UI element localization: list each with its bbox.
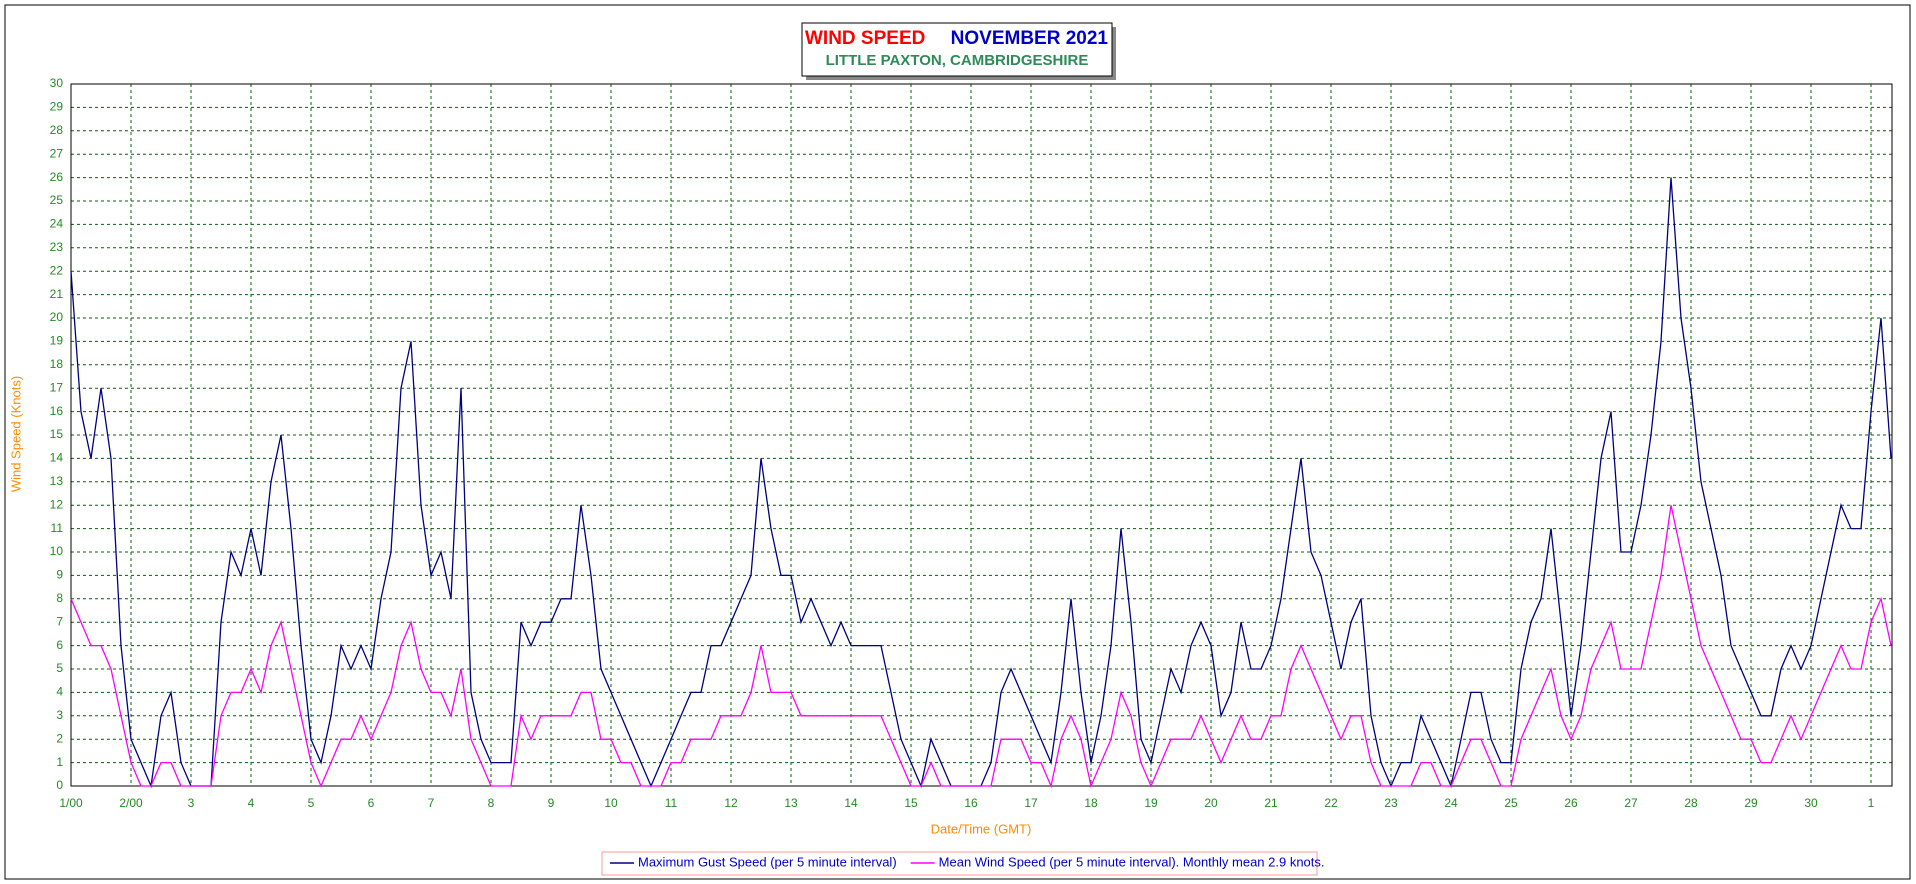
x-tick-label: 9 xyxy=(548,796,555,810)
y-tick-label: 14 xyxy=(50,451,64,465)
y-tick-label: 2 xyxy=(56,731,63,745)
x-tick-label: 24 xyxy=(1444,796,1458,810)
x-tick-label: 18 xyxy=(1084,796,1098,810)
title-box xyxy=(801,22,1113,77)
y-tick-label: 30 xyxy=(50,76,64,90)
x-tick-label: 23 xyxy=(1384,796,1398,810)
y-tick-label: 12 xyxy=(50,497,64,511)
chart-title-month: NOVEMBER 2021 xyxy=(951,28,1109,49)
x-tick-label: 17 xyxy=(1024,796,1038,810)
chart-subtitle: LITTLE PAXTON, CAMBRIDGESHIRE xyxy=(826,52,1089,69)
x-tick-label: 21 xyxy=(1264,796,1278,810)
y-tick-label: 18 xyxy=(50,357,64,371)
y-tick-label: 24 xyxy=(50,217,64,231)
y-tick-label: 5 xyxy=(56,661,63,675)
x-tick-label: 6 xyxy=(368,796,375,810)
x-tick-label: 7 xyxy=(428,796,435,810)
y-tick-label: 25 xyxy=(50,193,64,207)
x-axis-label: Date/Time (GMT) xyxy=(931,821,1032,836)
x-tick-label: 13 xyxy=(784,796,798,810)
x-tick-label: 27 xyxy=(1624,796,1638,810)
legend-label: Maximum Gust Speed (per 5 minute interva… xyxy=(638,854,897,869)
x-tick-label: 5 xyxy=(308,796,315,810)
y-tick-label: 29 xyxy=(50,100,64,114)
x-tick-label: 20 xyxy=(1204,796,1218,810)
x-tick-label: 22 xyxy=(1324,796,1338,810)
y-tick-label: 15 xyxy=(50,427,64,441)
y-tick-label: 26 xyxy=(50,170,64,184)
x-tick-label: 14 xyxy=(844,796,858,810)
y-tick-label: 11 xyxy=(51,521,64,535)
x-tick-label: 1 xyxy=(1868,796,1875,810)
x-tick-label: 16 xyxy=(964,796,978,810)
x-tick-label: 26 xyxy=(1564,796,1578,810)
chart-frame xyxy=(4,4,1911,880)
x-tick-label: 25 xyxy=(1504,796,1518,810)
y-tick-label: 9 xyxy=(56,568,63,582)
x-tick-label: 30 xyxy=(1804,796,1818,810)
x-tick-label: 29 xyxy=(1744,796,1758,810)
x-tick-label: 10 xyxy=(604,796,618,810)
series-line xyxy=(70,505,1892,789)
y-tick-label: 1 xyxy=(56,755,63,769)
y-tick-label: 27 xyxy=(50,146,64,160)
y-tick-label: 19 xyxy=(50,334,64,348)
y-tick-label: 4 xyxy=(56,685,63,699)
y-tick-label: 7 xyxy=(56,614,63,628)
x-tick-label: 11 xyxy=(665,796,678,810)
y-tick-label: 17 xyxy=(50,380,64,394)
y-tick-label: 20 xyxy=(50,310,64,324)
y-tick-label: 22 xyxy=(50,263,64,277)
x-tick-label: 2/00 xyxy=(119,796,143,810)
x-tick-label: 4 xyxy=(248,796,255,810)
x-tick-label: 12 xyxy=(724,796,738,810)
y-tick-label: 0 xyxy=(56,778,63,792)
legend-box xyxy=(601,851,1318,876)
y-tick-label: 13 xyxy=(50,474,64,488)
y-tick-label: 16 xyxy=(50,404,64,418)
x-tick-label: 15 xyxy=(904,796,918,810)
y-tick-label: 8 xyxy=(56,591,63,605)
chart-title: WIND SPEED xyxy=(805,28,925,49)
legend-label: Mean Wind Speed (per 5 minute interval).… xyxy=(939,854,1325,869)
x-tick-label: 28 xyxy=(1684,796,1698,810)
y-tick-label: 21 xyxy=(50,287,64,301)
y-tick-label: 10 xyxy=(50,544,64,558)
x-tick-label: 1/00 xyxy=(59,796,83,810)
x-tick-label: 19 xyxy=(1144,796,1158,810)
x-tick-label: 8 xyxy=(488,796,495,810)
y-tick-label: 28 xyxy=(50,123,64,137)
y-tick-label: 23 xyxy=(50,240,64,254)
y-tick-label: 3 xyxy=(56,708,63,722)
y-axis-label: Wind Speed (Knots) xyxy=(8,376,23,492)
y-tick-label: 6 xyxy=(56,638,63,652)
x-tick-label: 3 xyxy=(188,796,195,810)
